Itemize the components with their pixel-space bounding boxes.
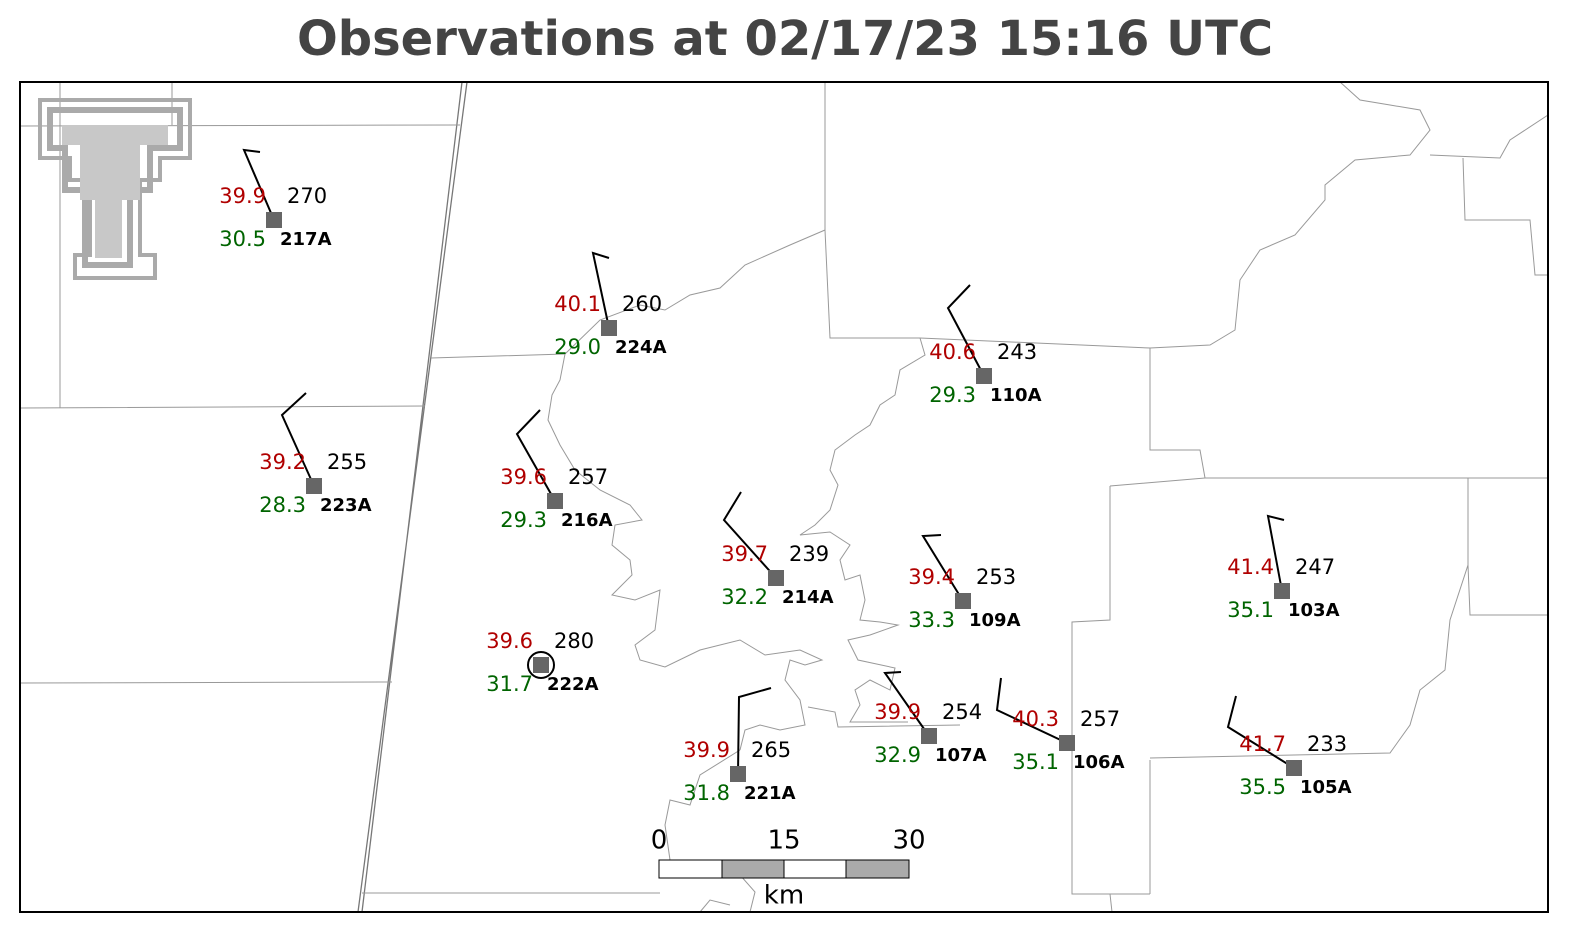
dewpoint: 35.1 <box>1227 598 1274 622</box>
station-marker <box>533 657 549 673</box>
dewpoint: 31.7 <box>486 672 533 696</box>
basemap <box>19 81 1549 913</box>
wind-barb <box>1226 695 1295 769</box>
temperature: 39.9 <box>874 700 921 724</box>
station-marker <box>306 478 322 494</box>
temperature: 40.6 <box>929 340 976 364</box>
station-marker <box>921 728 937 744</box>
scale-bar: km <box>658 859 910 911</box>
temperature: 39.6 <box>486 629 533 653</box>
station-id: 110A <box>990 385 1042 406</box>
temperature: 39.4 <box>908 565 955 589</box>
dewpoint: 28.3 <box>259 493 306 517</box>
station-id: 216A <box>561 510 613 531</box>
wind-barb <box>995 677 1068 744</box>
temperature: 41.4 <box>1227 555 1274 579</box>
scale-unit: km <box>764 881 804 911</box>
station-marker <box>768 570 784 586</box>
station-value: 260 <box>622 292 662 316</box>
station-id: 217A <box>280 229 332 250</box>
station-value: 253 <box>976 565 1016 589</box>
dewpoint: 33.3 <box>908 608 955 632</box>
station-marker <box>601 320 617 336</box>
scale-tick-label: 15 <box>767 826 800 856</box>
dewpoint: 35.1 <box>1012 750 1059 774</box>
station-marker <box>266 212 282 228</box>
station-value: 257 <box>568 465 608 489</box>
station-value: 247 <box>1295 555 1335 579</box>
scale-tick-label: 0 <box>651 826 668 856</box>
station-value: 270 <box>287 184 327 208</box>
station-marker <box>955 593 971 609</box>
temperature: 40.3 <box>1012 707 1059 731</box>
wind-barb <box>921 534 964 602</box>
temperature: 39.9 <box>683 738 730 762</box>
station-id: 103A <box>1288 600 1340 621</box>
station-value: 239 <box>789 542 829 566</box>
station-id: 223A <box>320 495 372 516</box>
dewpoint: 31.8 <box>683 781 730 805</box>
title: Observations at 02/17/23 15:16 UTC <box>297 11 1273 67</box>
temperature: 41.7 <box>1239 732 1286 756</box>
station-value: 233 <box>1307 732 1347 756</box>
station-marker <box>1274 583 1290 599</box>
station-id: 224A <box>615 337 667 358</box>
scale-tick-label: 30 <box>892 826 925 856</box>
temperature: 39.2 <box>259 450 306 474</box>
logo <box>38 98 192 280</box>
wind-barb <box>1266 514 1285 592</box>
station-id: 222A <box>547 674 599 695</box>
temperature: 40.1 <box>554 292 601 316</box>
station-value: 254 <box>942 700 982 724</box>
station-value: 265 <box>751 738 791 762</box>
dewpoint: 32.2 <box>721 585 768 609</box>
temperature: 39.6 <box>500 465 547 489</box>
dewpoint: 32.9 <box>874 743 921 767</box>
station-marker <box>547 493 563 509</box>
temperature: 39.9 <box>219 184 266 208</box>
station-marker <box>730 766 746 782</box>
wind-barb <box>737 687 772 775</box>
station-id: 109A <box>969 610 1021 631</box>
station-value: 255 <box>327 450 367 474</box>
station-value: 243 <box>997 340 1037 364</box>
station-value: 280 <box>554 629 594 653</box>
calm-wind <box>527 651 555 679</box>
wind-barb <box>280 392 315 487</box>
dewpoint: 35.5 <box>1239 775 1286 799</box>
station-value: 257 <box>1080 707 1120 731</box>
map-frame <box>19 81 1549 913</box>
dewpoint: 30.5 <box>219 227 266 251</box>
wind-barb <box>946 284 985 377</box>
station-id: 106A <box>1073 752 1125 773</box>
station-marker <box>1059 735 1075 751</box>
station-marker <box>976 368 992 384</box>
dewpoint: 29.3 <box>929 383 976 407</box>
station-id: 221A <box>744 783 796 804</box>
wind-barb <box>515 409 556 502</box>
wind-barb <box>883 671 930 737</box>
dewpoint: 29.0 <box>554 335 601 359</box>
station-id: 107A <box>935 745 987 766</box>
temperature: 39.7 <box>721 542 768 566</box>
dewpoint: 29.3 <box>500 508 547 532</box>
wind-barb <box>591 251 610 329</box>
wind-barb <box>242 148 275 221</box>
station-marker <box>1286 760 1302 776</box>
wind-barb <box>722 491 777 579</box>
station-id: 214A <box>782 587 834 608</box>
station-id: 105A <box>1300 777 1352 798</box>
